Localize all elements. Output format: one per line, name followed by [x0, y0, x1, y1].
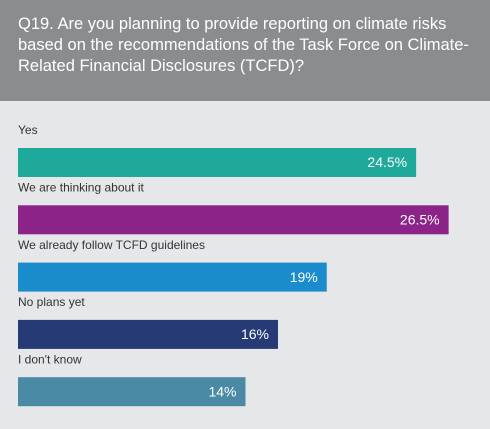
value-label: 24.5%	[367, 154, 407, 170]
category-label: No plans yet	[18, 295, 85, 309]
value-label: 14%	[208, 383, 236, 399]
bar	[18, 148, 417, 177]
category-label: I don't know	[18, 352, 82, 366]
value-label: 19%	[290, 269, 318, 285]
header	[0, 0, 490, 101]
bar	[18, 377, 246, 407]
category-label: We already follow TCFD guidelines	[18, 238, 205, 252]
value-label: 26.5%	[400, 212, 440, 228]
bar	[18, 262, 327, 292]
bar	[18, 319, 278, 349]
bar	[18, 205, 449, 235]
value-label: 16%	[241, 326, 269, 342]
chart-title: Q19. Are you planning to provide reporti…	[18, 15, 469, 75]
category-label: We are thinking about it	[18, 180, 145, 194]
category-label: Yes	[18, 123, 38, 137]
